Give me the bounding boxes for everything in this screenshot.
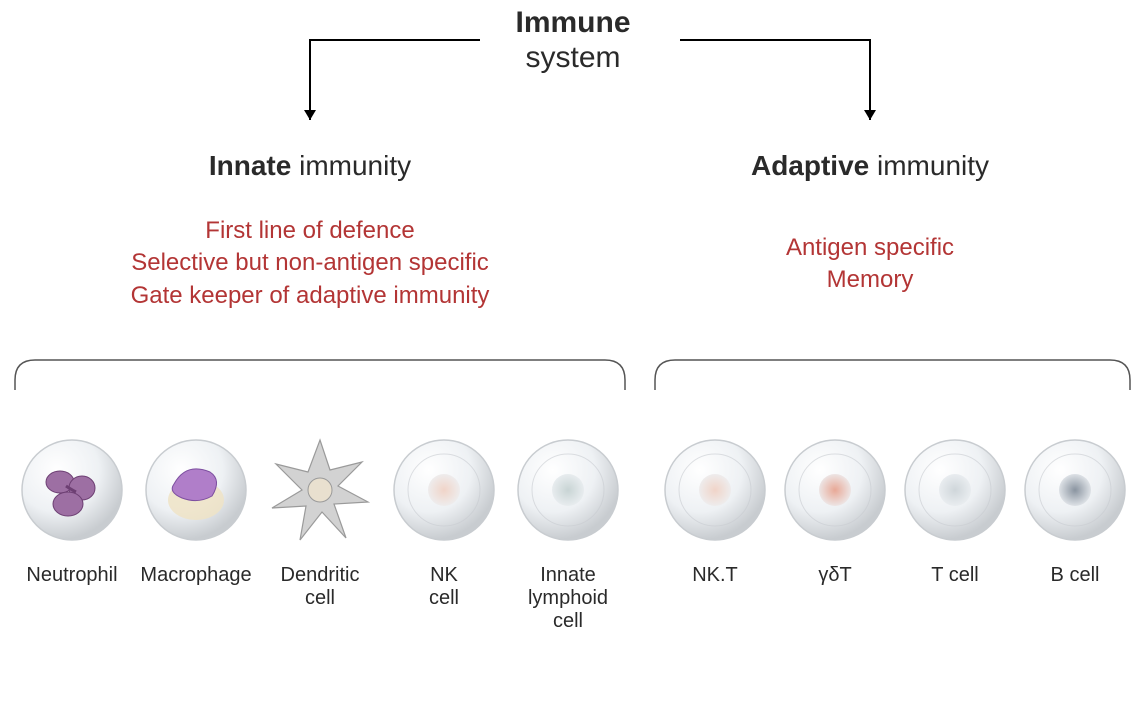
cell-item: Macrophage [137, 430, 255, 587]
desc-line: Selective but non-antigen specific [50, 247, 570, 279]
neutrophil-icon [17, 430, 127, 550]
title-word2: system [525, 41, 620, 74]
simple-icon [780, 430, 890, 550]
innate-description: First line of defenceSelective but non-a… [50, 215, 570, 312]
innate-title-rest: immunity [291, 150, 411, 181]
innate-cells-row: Neutrophil Macrophage Dendriticcell [10, 430, 630, 633]
cell-label: Dendriticcell [281, 564, 360, 610]
dendritic-icon [265, 430, 375, 550]
cell-item: NKcell [385, 430, 503, 610]
desc-line: First line of defence [50, 215, 570, 247]
diagram-title: Immune system [0, 6, 1146, 75]
adaptive-title-rest: immunity [869, 150, 989, 181]
cell-item: B cell [1018, 430, 1132, 587]
adaptive-cells-row: NK.T γδT [655, 430, 1135, 587]
simple-icon [1020, 430, 1130, 550]
cell-label: γδT [818, 564, 851, 587]
cell-item: Neutrophil [13, 430, 131, 587]
cell-item: Dendriticcell [261, 430, 379, 610]
desc-line: Gate keeper of adaptive immunity [50, 280, 570, 312]
cell-item: NK.T [658, 430, 772, 587]
cell-label: Macrophage [140, 564, 251, 587]
cell-item: Innatelymphoidcell [509, 430, 627, 633]
cell-label: B cell [1051, 564, 1100, 587]
adaptive-title-bold: Adaptive [751, 150, 869, 181]
cell-label: Innatelymphoidcell [528, 564, 608, 633]
simple-icon [900, 430, 1010, 550]
innate-title-bold: Innate [209, 150, 291, 181]
simple-icon [389, 430, 499, 550]
adaptive-description: Antigen specificMemory [610, 232, 1130, 297]
innate-title: Innate immunity [110, 150, 510, 182]
cell-label: Neutrophil [26, 564, 117, 587]
diagram-canvas: Immune system Innate immunity Adaptive i… [0, 0, 1146, 716]
desc-line: Memory [610, 264, 1130, 296]
simple-icon [513, 430, 623, 550]
adaptive-title: Adaptive immunity [670, 150, 1070, 182]
cell-label: NK.T [692, 564, 738, 587]
cell-label: NKcell [429, 564, 459, 610]
macrophage-icon [141, 430, 251, 550]
cell-item: γδT [778, 430, 892, 587]
cell-label: T cell [931, 564, 978, 587]
simple-icon [660, 430, 770, 550]
cell-item: T cell [898, 430, 1012, 587]
title-word1: Immune [515, 6, 630, 39]
desc-line: Antigen specific [610, 232, 1130, 264]
